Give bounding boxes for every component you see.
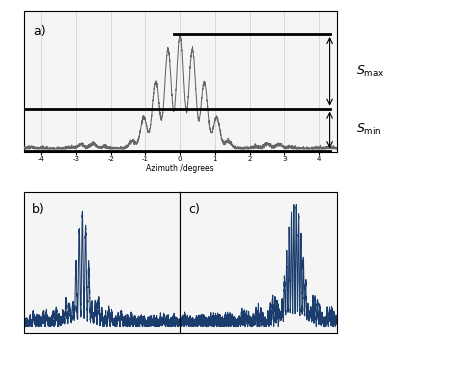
Text: c): c): [188, 203, 200, 216]
X-axis label: Azimuth /degrees: Azimuth /degrees: [146, 164, 214, 173]
Text: a): a): [33, 25, 46, 38]
Text: b): b): [31, 203, 44, 216]
Text: $S_{\rm min}$: $S_{\rm min}$: [356, 122, 381, 137]
Text: $S_{\rm max}$: $S_{\rm max}$: [356, 64, 384, 79]
